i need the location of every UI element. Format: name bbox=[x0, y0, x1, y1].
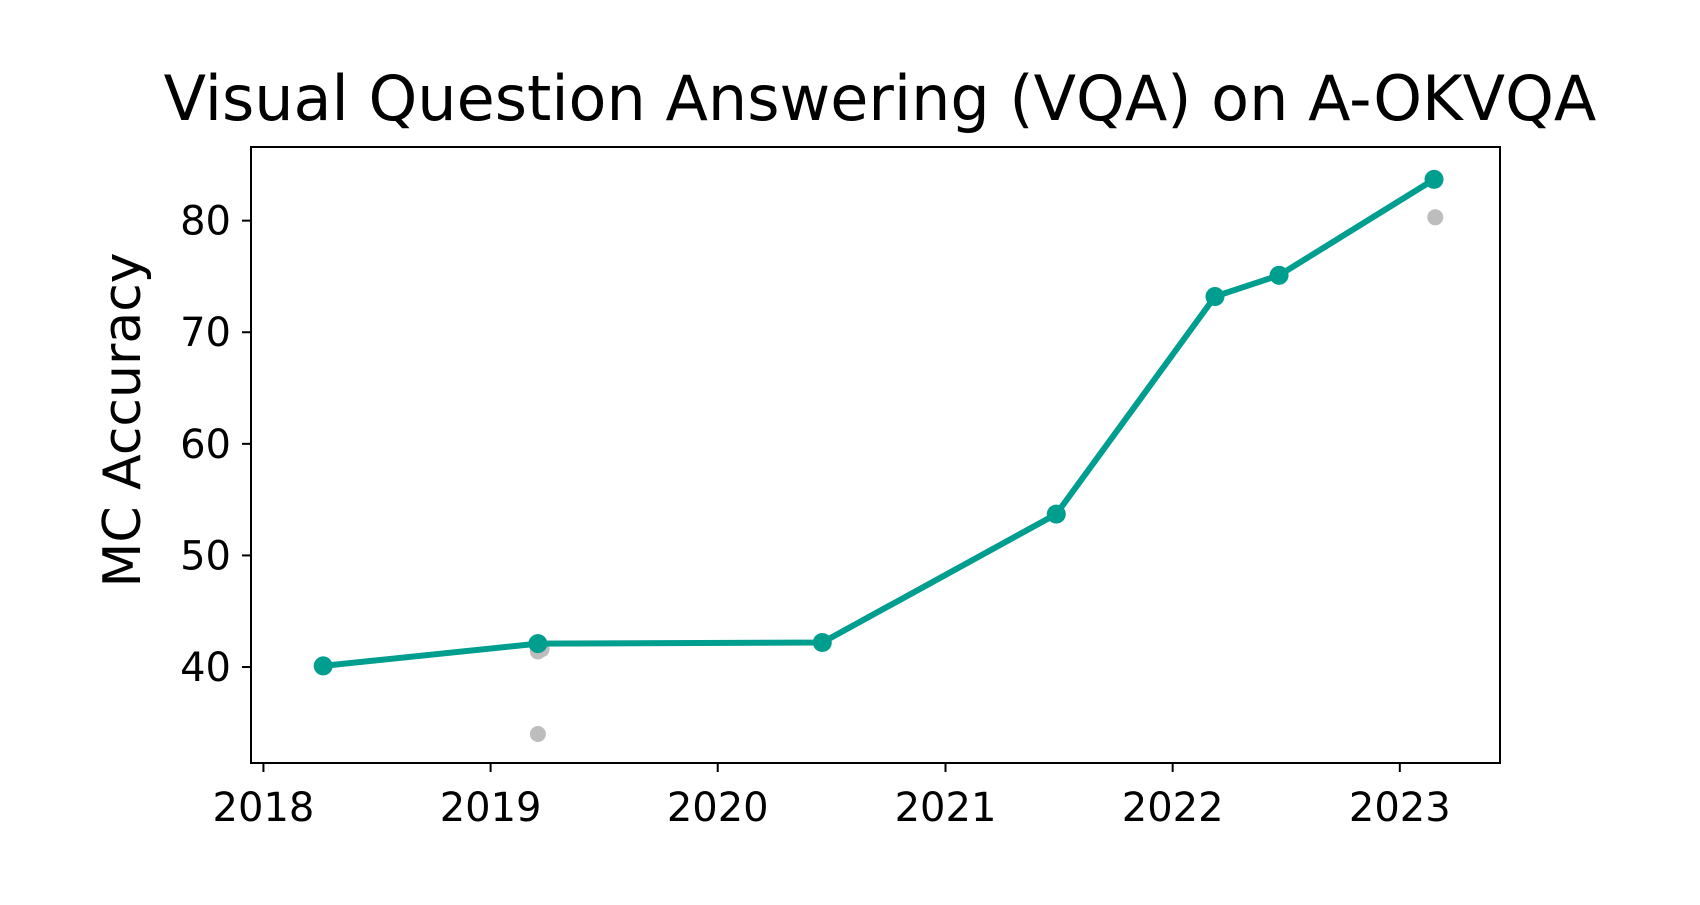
x-tick-label: 2023 bbox=[1349, 785, 1451, 831]
plot-area: 2018 2019 2020 2021 2022 2023 40 50 60 70 80 bbox=[180, 169, 1451, 831]
series-point bbox=[1046, 504, 1066, 524]
other-point bbox=[529, 725, 546, 742]
axes-frame bbox=[250, 146, 1501, 764]
series-point bbox=[313, 656, 333, 676]
series-point bbox=[1424, 169, 1444, 189]
series-point bbox=[528, 634, 548, 654]
x-tick-label: 2019 bbox=[440, 785, 542, 831]
x-tick-label: 2018 bbox=[213, 785, 315, 831]
series-point bbox=[812, 632, 832, 652]
y-tick-label: 60 bbox=[180, 422, 231, 468]
x-tick-label: 2022 bbox=[1122, 785, 1224, 831]
y-tick-label: 80 bbox=[180, 199, 231, 245]
series-point bbox=[1205, 287, 1225, 307]
y-tick-label: 50 bbox=[180, 533, 231, 579]
chart-title: Visual Question Answering (VQA) on A-OKV… bbox=[164, 62, 1597, 135]
y-tick-label: 40 bbox=[180, 645, 231, 691]
other-point bbox=[1427, 209, 1444, 226]
x-tick-label: 2021 bbox=[895, 785, 997, 831]
y-axis-label: MC Accuracy bbox=[93, 252, 153, 587]
x-tick-label: 2020 bbox=[667, 785, 769, 831]
series-point bbox=[1269, 265, 1289, 285]
y-tick-label: 70 bbox=[180, 310, 231, 356]
